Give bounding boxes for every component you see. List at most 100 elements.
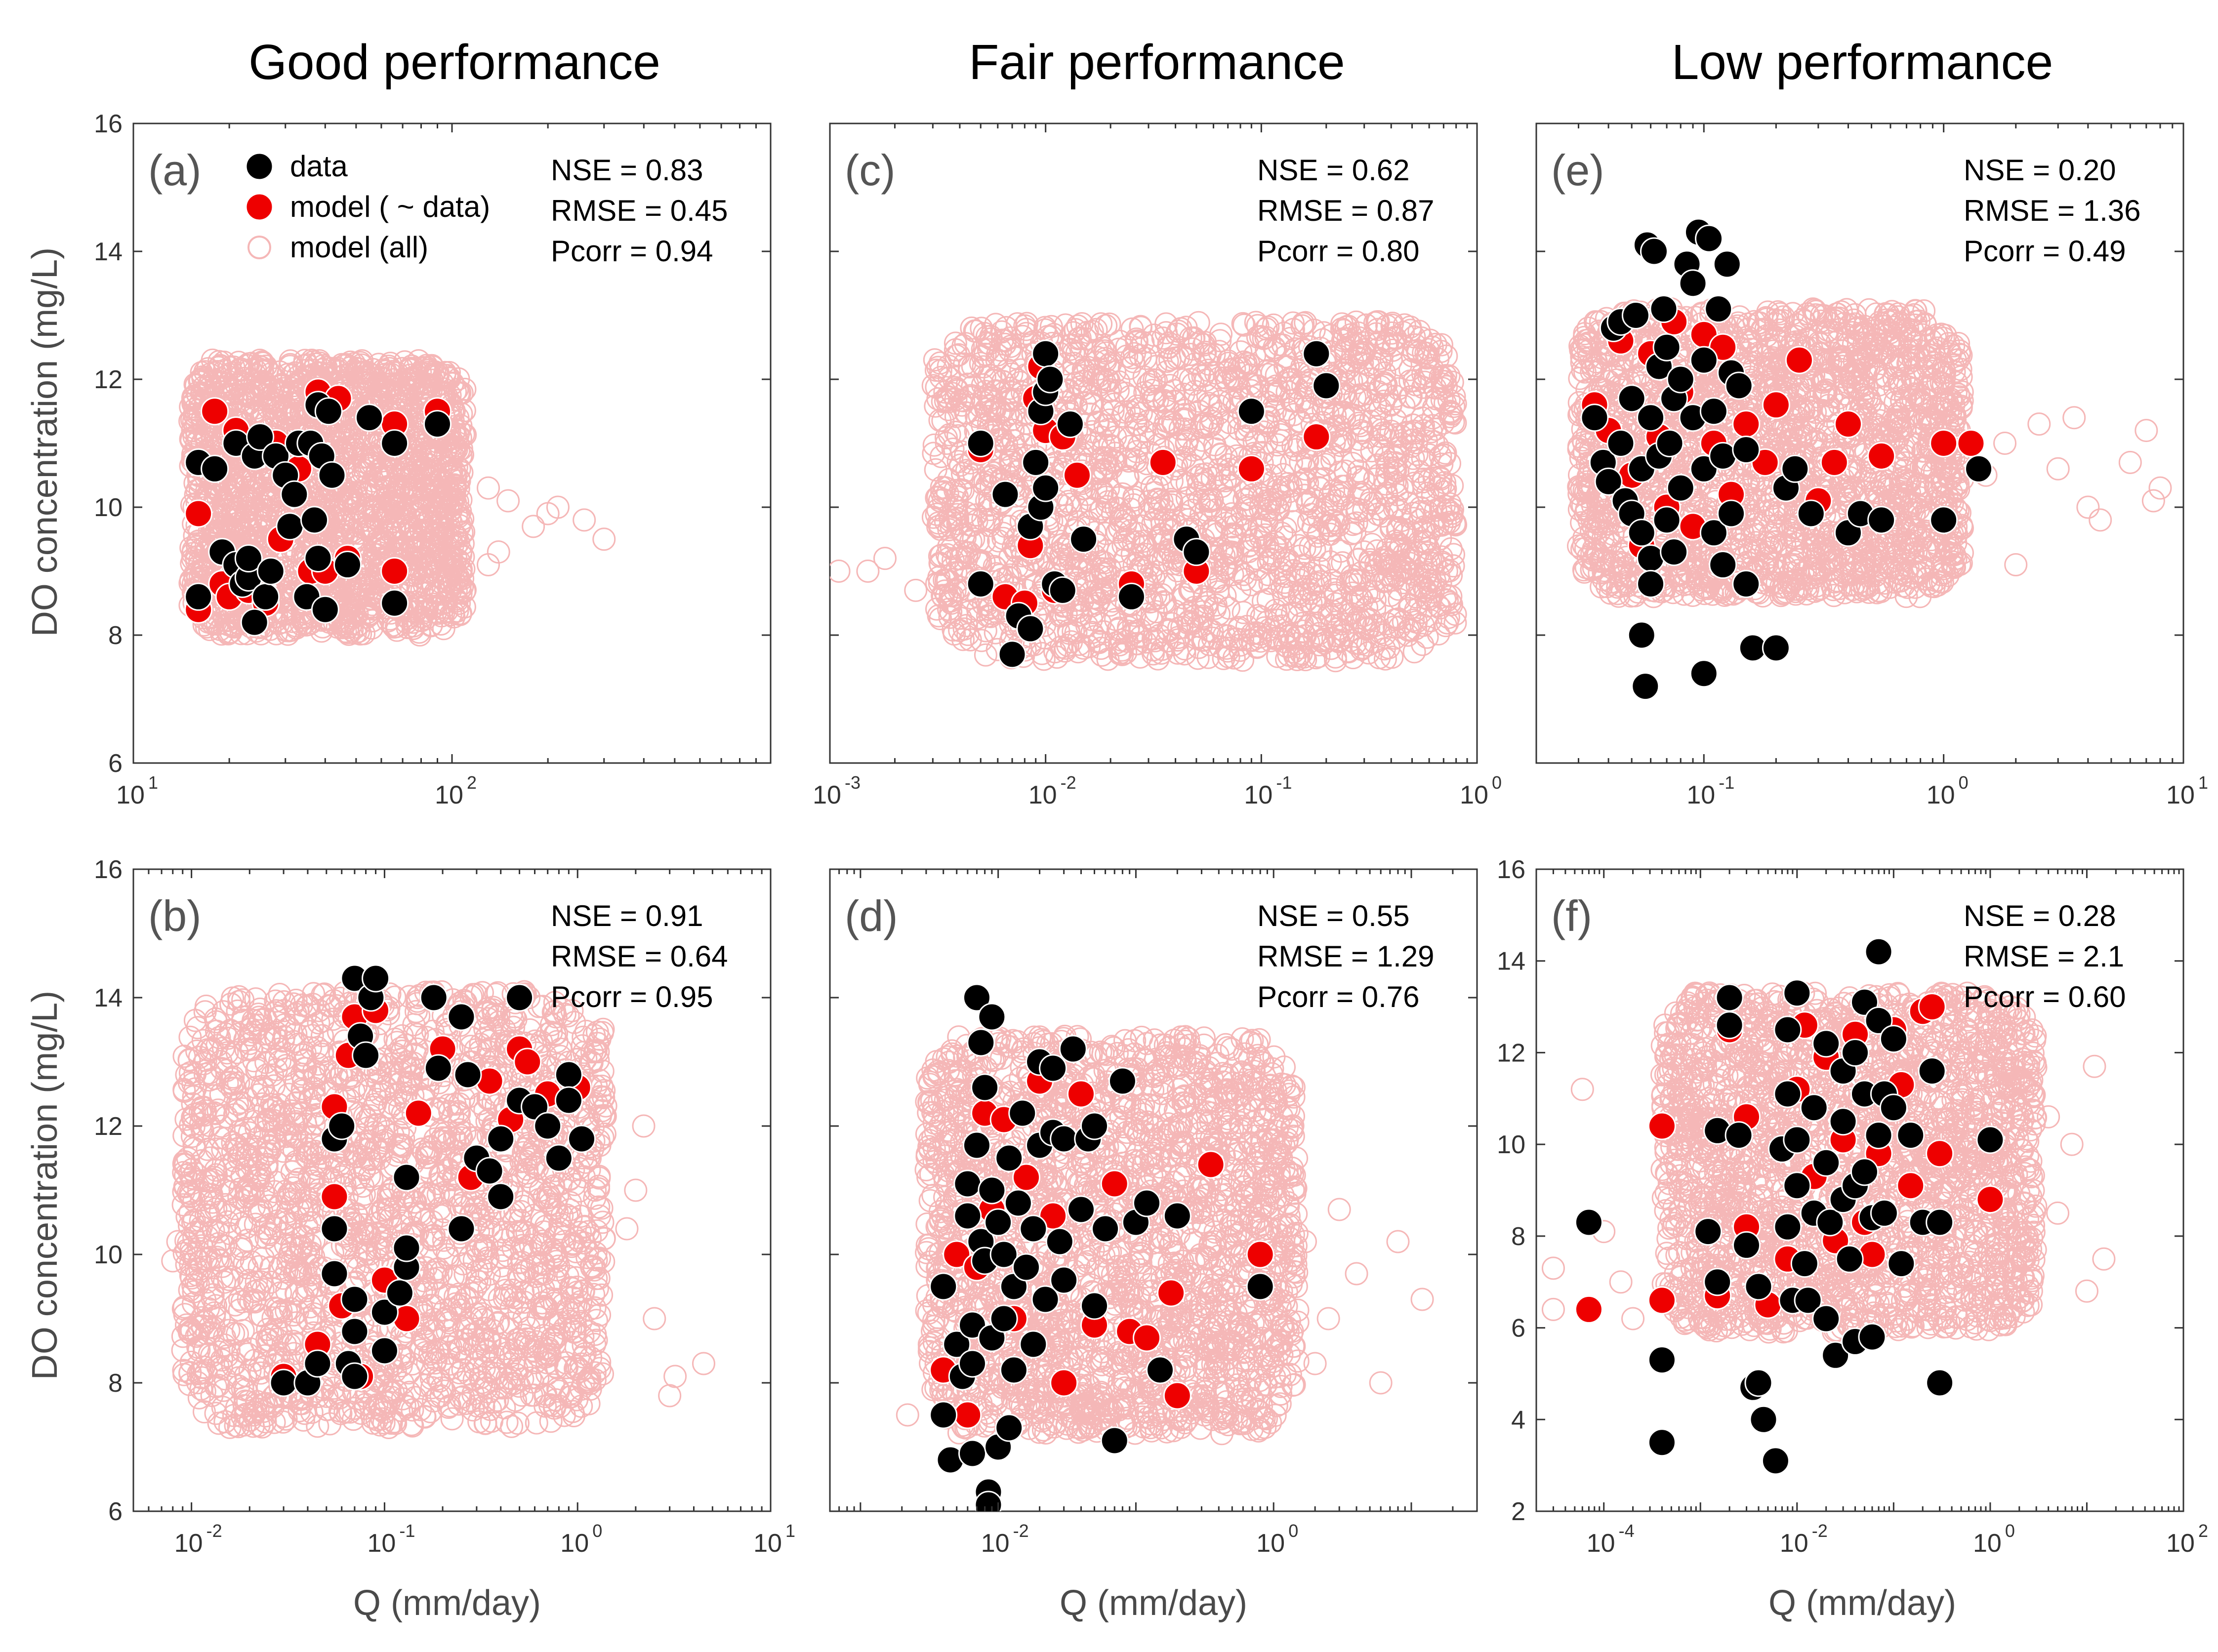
y-axis-label-bottom: DO concentration (mg/L) — [25, 991, 65, 1380]
model-all-point — [407, 349, 430, 372]
data-point — [453, 1060, 482, 1089]
model-all-point — [371, 1080, 395, 1103]
model-all-point — [231, 1377, 254, 1401]
model-all-point — [450, 1292, 474, 1316]
model-all-point — [554, 1356, 578, 1379]
model-all-point — [585, 1309, 608, 1332]
model-all-point — [448, 1361, 471, 1385]
model-all-point — [449, 543, 473, 566]
model-all-point — [411, 376, 435, 400]
model-all-point — [1232, 313, 1256, 337]
plot-area — [178, 348, 616, 647]
model-all-point — [534, 1297, 558, 1321]
model-all-point — [583, 1332, 607, 1356]
model-all-point — [272, 1139, 295, 1163]
model-all-point — [328, 1153, 351, 1177]
model-all-point — [444, 560, 468, 583]
model-all-point — [448, 1282, 471, 1306]
model-all-point — [522, 515, 545, 538]
y-tick-label: 16 — [94, 110, 123, 138]
model-all-point — [179, 1185, 203, 1209]
y-tick-label: 6 — [108, 1497, 123, 1526]
model-all-point — [221, 1139, 245, 1163]
model-all-point — [632, 1114, 656, 1138]
model-all-point — [526, 1343, 549, 1367]
model-all-point — [520, 1383, 543, 1407]
model-all-point — [259, 1270, 283, 1294]
model-all-point — [175, 1252, 199, 1276]
series-data — [184, 391, 452, 637]
model-all-point — [351, 1213, 374, 1237]
model-all-point — [234, 1403, 257, 1426]
model-all-point — [410, 519, 433, 543]
model-all-point — [591, 1085, 615, 1109]
model-all-point — [166, 1230, 190, 1253]
y-axis-label-top: DO concentration (mg/L) — [25, 247, 65, 637]
model-all-point — [418, 1400, 442, 1423]
model-all-point — [542, 1198, 566, 1221]
column-title-fair: Fair performance — [969, 35, 1345, 90]
model-all-point — [206, 1098, 230, 1122]
model-all-point — [251, 1278, 275, 1301]
model-all-point — [506, 1291, 530, 1314]
model-all-point — [240, 480, 263, 504]
model-all-point — [369, 458, 393, 482]
model-matched-point — [320, 1182, 349, 1211]
model-all-point — [415, 504, 439, 528]
model-all-point — [300, 1024, 324, 1048]
model-all-point — [426, 1266, 450, 1290]
model-all-point — [588, 1027, 612, 1051]
model-all-point — [222, 1322, 246, 1345]
model-all-point — [285, 1091, 308, 1115]
model-all-point — [548, 1311, 572, 1334]
model-all-point — [284, 1170, 307, 1194]
model-all-point — [592, 1227, 616, 1250]
model-all-point — [194, 1048, 217, 1072]
model-all-point — [378, 352, 402, 375]
model-all-point — [519, 1277, 543, 1301]
model-all-point — [507, 1264, 531, 1288]
model-matched-point — [380, 557, 409, 585]
model-all-point — [563, 1010, 586, 1034]
model-all-point — [178, 409, 202, 433]
model-all-point — [447, 505, 470, 528]
model-all-point — [218, 1222, 242, 1246]
model-all-point — [252, 374, 276, 398]
model-all-point — [317, 1157, 341, 1180]
model-all-point — [425, 535, 449, 558]
model-all-point — [461, 1398, 485, 1422]
model-all-point — [221, 501, 245, 525]
y-tick-label: 12 — [94, 1112, 123, 1141]
model-all-point — [257, 1194, 281, 1218]
model-all-point — [253, 1216, 277, 1240]
model-all-point — [473, 1017, 497, 1041]
model-all-point — [261, 1323, 285, 1347]
model-all-point — [441, 1265, 465, 1289]
model-all-point — [592, 1079, 616, 1102]
model-all-point — [576, 1220, 600, 1244]
model-all-point — [210, 1348, 234, 1372]
data-point — [320, 1214, 349, 1243]
model-all-point — [311, 1043, 334, 1066]
model-all-point — [347, 619, 370, 643]
model-all-point — [291, 1408, 315, 1432]
model-all-point — [592, 1250, 616, 1274]
model-all-point — [624, 1178, 648, 1202]
model-all-point — [474, 1026, 498, 1049]
model-all-point — [413, 1405, 437, 1429]
model-all-point — [379, 1207, 402, 1230]
model-all-point — [210, 1114, 234, 1138]
model-all-point — [199, 371, 222, 395]
model-all-point — [506, 1220, 529, 1244]
model-all-point — [548, 1212, 572, 1236]
model-all-point — [356, 516, 380, 539]
model-all-point — [249, 351, 273, 374]
model-all-point — [1294, 648, 1317, 672]
model-all-point — [443, 441, 466, 465]
model-all-point — [271, 377, 294, 401]
model-all-point — [561, 1400, 584, 1423]
model-all-point — [579, 1346, 603, 1370]
y-tick-label: 12 — [94, 365, 123, 394]
model-all-point — [193, 360, 217, 384]
